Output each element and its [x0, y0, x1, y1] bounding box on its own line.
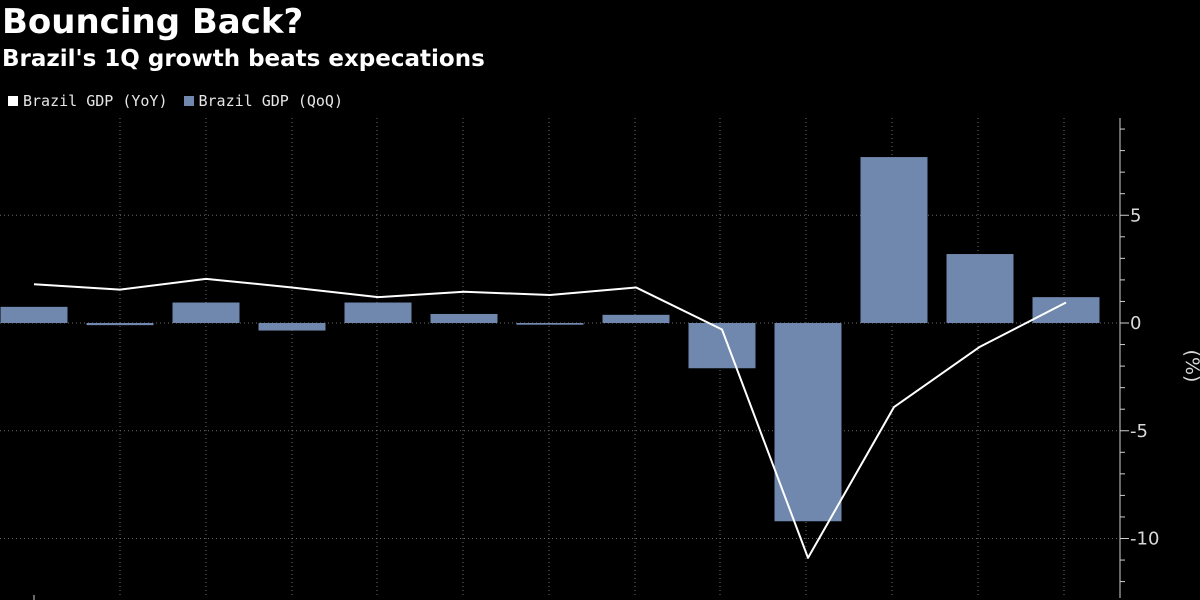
legend-label-qoq: Brazil GDP (QoQ): [198, 92, 344, 110]
y-tick-label: -5: [1130, 421, 1148, 442]
qoq-bar-2: [172, 302, 240, 323]
legend-swatch-yoy: [8, 96, 18, 106]
qoq-bar-6: [516, 323, 584, 325]
y-axis: 5 0 -5 -10 (%): [33, 118, 1200, 600]
qoq-bar-12: [1032, 297, 1100, 323]
chart-subtitle: Brazil's 1Q growth beats expecations: [2, 46, 485, 72]
qoq-bar-4: [344, 302, 412, 323]
qoq-bar-7: [602, 314, 670, 323]
qoq-bar-1: [86, 323, 154, 326]
y-tick-label: 5: [1130, 205, 1141, 226]
legend: Brazil GDP (YoY) Brazil GDP (QoQ): [8, 91, 359, 111]
legend-item-qoq: Brazil GDP (QoQ): [183, 92, 344, 110]
legend-swatch-qoq: [183, 96, 194, 106]
qoq-bar-11: [946, 254, 1014, 323]
qoq-bars: [0, 157, 1100, 522]
legend-item-yoy: Brazil GDP (YoY): [8, 92, 168, 110]
yoy-line-layer: [33, 277, 1067, 559]
qoq-bar-9: [774, 323, 842, 522]
grid-lines: [0, 118, 1120, 598]
legend-label-yoy: Brazil GDP (YoY): [23, 92, 168, 110]
qoq-bar-5: [430, 313, 498, 323]
qoq-bar-10: [860, 157, 928, 323]
y-tick-label: -10: [1130, 529, 1159, 550]
y-tick-label: 0: [1130, 313, 1141, 334]
chart-title: Bouncing Back?: [2, 2, 304, 42]
qoq-bar-3: [258, 323, 326, 331]
y-axis-title: (%): [1181, 350, 1200, 383]
qoq-bar-0: [0, 306, 68, 323]
